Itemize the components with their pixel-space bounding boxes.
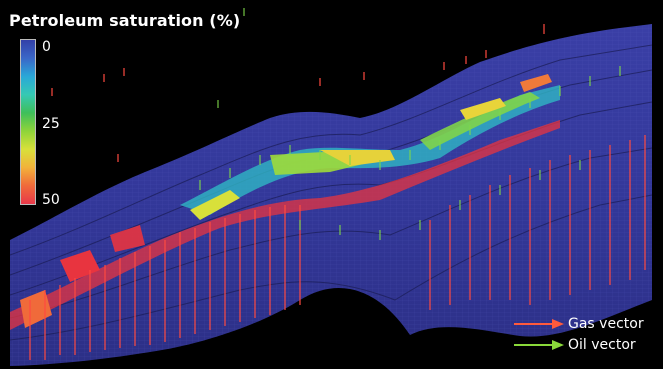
oil-saturation-zone <box>180 74 560 220</box>
legend-gas-vector: Gas vector <box>514 315 644 333</box>
legend-oil-label: Oil vector <box>568 337 636 353</box>
gas-arrow-icon <box>514 319 564 329</box>
colorbar-title: Petroleum saturation (%) <box>9 11 241 30</box>
oil-vectors <box>199 8 621 240</box>
colorbar-tick-mid: 25 <box>42 116 60 132</box>
colorbar-tick-min: 0 <box>42 39 51 55</box>
saturation-colorbar <box>20 39 36 205</box>
gas-saturation-band <box>10 120 560 330</box>
legend-oil-vector: Oil vector <box>514 336 636 354</box>
gas-vectors <box>29 24 646 360</box>
oil-arrow-icon <box>514 340 564 350</box>
legend-gas-label: Gas vector <box>568 316 644 332</box>
colorbar-tick-max: 50 <box>42 192 60 208</box>
